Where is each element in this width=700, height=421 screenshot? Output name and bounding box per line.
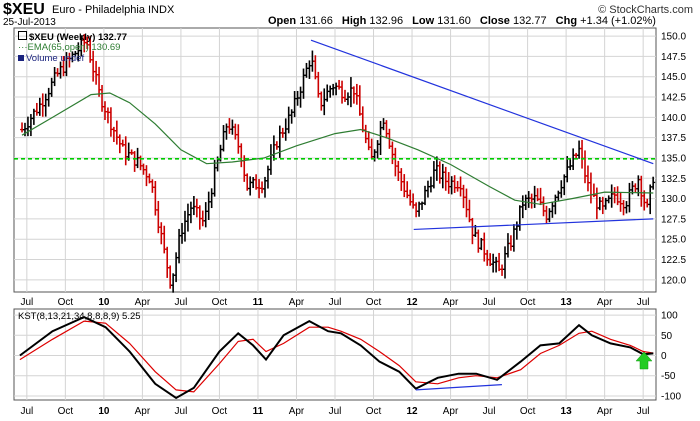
kst-x-tick-label: Jul (483, 406, 496, 417)
kst-x-tick-label: Oct (58, 406, 74, 417)
price-y-tick-label: 145.0 (661, 72, 686, 83)
price-x-tick-label: Apr (597, 297, 613, 308)
chg-value: +1.34 (+1.02%) (580, 15, 656, 27)
kst-y-tick-label: 0 (661, 351, 667, 362)
low-label: Low (412, 15, 435, 27)
price-x-tick-label: Jul (175, 297, 188, 308)
kst-x-tick-label: Jul (175, 406, 188, 417)
kst-lines (19, 316, 654, 400)
kst-x-tick-label: Jul (20, 406, 33, 417)
legend-price-swatch (18, 31, 27, 40)
kst-x-tick-label: Oct (520, 406, 536, 417)
close-label: Close (479, 15, 510, 27)
legend-volume: Volume undef (18, 53, 84, 64)
price-y-tick-label: 132.5 (661, 174, 686, 185)
price-x-tick-label: Oct (58, 297, 74, 308)
kst-x-tick-label: Apr (597, 406, 613, 417)
price-y-tick-label: 147.5 (661, 52, 686, 63)
open-label: Open (268, 15, 297, 27)
chart-date: 25-Jul-2013 (3, 17, 56, 28)
legend-kst: KST(8,13,21,34,8,8,8,9) 5.25 (18, 311, 141, 322)
kst-x-tick-label: Apr (289, 406, 305, 417)
price-x-tick-label: Apr (289, 297, 305, 308)
upper-trend-line (310, 39, 654, 165)
kst-signal-line (19, 320, 654, 393)
price-y-tick-label: 142.5 (661, 93, 686, 104)
axis-labels: Jul Jul Oct Oct 10 10 Apr Apr Jul Jul Oct Oct 11 11 Ap… (20, 32, 686, 417)
price-y-tick-label: 127.5 (661, 214, 686, 225)
legend-volume-swatch (18, 55, 24, 61)
price-y-tick-label: 122.5 (661, 255, 686, 266)
chg-label: Chg (555, 15, 578, 27)
price-x-tick-label: Jul (483, 297, 496, 308)
legend-price-label: $XEU (Weekly) 132.77 (29, 32, 128, 43)
price-x-tick-label: Jul (637, 297, 650, 308)
price-x-tick-label: Jul (20, 297, 33, 308)
price-x-tick-label: Oct (520, 297, 536, 308)
kst-x-tick-label: Jul (637, 406, 650, 417)
price-y-tick-label: 120.0 (661, 275, 686, 286)
price-x-tick-label: 12 (406, 297, 418, 308)
price-y-tick-label: 150.0 (661, 32, 686, 43)
price-x-tick-label: 10 (98, 297, 110, 308)
legend-volume-label: Volume undef (26, 53, 85, 64)
legend-kst-label: KST(8,13,21,34,8,8,8,9) 5.25 (18, 311, 141, 322)
kst-x-tick-label: Apr (135, 406, 151, 417)
up-arrow-icon (635, 351, 653, 370)
kst-y-tick-label: 50 (661, 331, 673, 342)
price-y-tick-label: 135.0 (661, 153, 686, 164)
kst-y-tick-label: 100 (661, 311, 678, 322)
kst-x-tick-label: Apr (443, 406, 459, 417)
kst-x-tick-label: Oct (212, 406, 228, 417)
price-x-tick-label: Jul (329, 297, 342, 308)
legend-ema-label: EMA(65,open) 130.69 (27, 42, 121, 53)
price-x-tick-label: Apr (135, 297, 151, 308)
price-x-tick-label: 13 (561, 297, 573, 308)
ema-line-group (21, 92, 654, 205)
kst-trend-line (415, 384, 502, 391)
high-label: High (341, 15, 367, 27)
price-x-tick-label: Oct (366, 297, 382, 308)
price-y-tick-label: 137.5 (661, 133, 686, 144)
price-x-tick-label: Oct (212, 297, 228, 308)
ohlc-summary: Open 131.66 High 132.96 Low 131.60 Close… (268, 15, 662, 27)
kst-x-tick-label: Oct (366, 406, 382, 417)
grid-lines (14, 28, 656, 400)
kst-x-tick-label: 11 (253, 406, 264, 417)
high-value: 132.96 (369, 15, 404, 27)
trend-overlays (14, 39, 656, 231)
kst-x-tick-label: 13 (561, 406, 573, 417)
price-x-tick-label: 11 (253, 297, 264, 308)
kst-x-tick-label: 12 (406, 406, 418, 417)
annotations (635, 351, 653, 370)
kst-line (19, 316, 654, 400)
price-y-tick-label: 140.0 (661, 113, 686, 124)
kst-y-tick-label: -100 (661, 391, 681, 402)
instrument-name: Euro - Philadelphia INDX (52, 4, 175, 16)
legend-ema-swatch: ··· (18, 42, 28, 53)
legend-ema: ···EMA(65,open) 130.69 (18, 42, 120, 53)
lower-trend-line (413, 218, 654, 231)
price-bars (20, 34, 656, 293)
price-y-tick-label: 130.0 (661, 194, 686, 205)
brand-watermark: © StockCharts.com (598, 4, 693, 16)
close-value: 132.77 (512, 15, 547, 27)
symbol-title: $XEU (3, 1, 45, 18)
ohlc-bar (651, 176, 656, 190)
kst-y-tick-label: -50 (661, 371, 676, 382)
ema-line (21, 92, 654, 205)
kst-x-tick-label: 10 (98, 406, 110, 417)
price-y-tick-label: 125.0 (661, 235, 686, 246)
legend-price: $XEU (Weekly) 132.77 (18, 31, 127, 43)
open-value: 131.66 (299, 15, 333, 27)
low-value: 131.60 (437, 15, 471, 27)
kst-x-tick-label: Jul (329, 406, 342, 417)
price-x-tick-label: Apr (443, 297, 459, 308)
